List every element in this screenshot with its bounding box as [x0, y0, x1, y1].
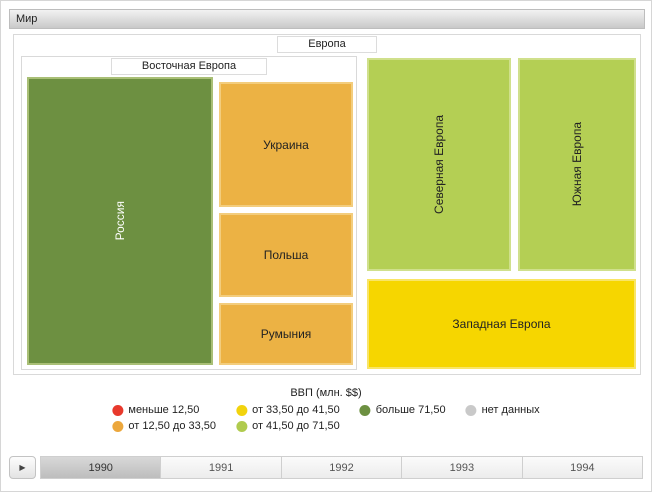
legend-item-label: от 33,50 до 41,50 [252, 404, 340, 416]
tile-romania[interactable]: Румыния [219, 303, 353, 365]
legend-item-label: нет данных [481, 404, 540, 416]
group-europe-label[interactable]: Европа [277, 36, 377, 53]
legend-item-label: от 12,50 до 33,50 [128, 420, 217, 432]
tile-ukraine[interactable]: Украина [219, 82, 353, 207]
play-icon: ▶ [19, 463, 26, 472]
timeline-years: 1990 1991 1992 1993 1994 [40, 456, 644, 479]
group-eastern-label[interactable]: Восточная Европа [110, 58, 268, 75]
legend-item-label: больше 71,50 [375, 404, 446, 416]
legend-dot-lime [236, 420, 248, 432]
legend-item: от 12,50 до 33,50 [112, 420, 216, 432]
timeline-year[interactable]: 1994 [521, 456, 644, 479]
group-europe-header: Европа [14, 36, 640, 53]
tile-northern-europe-label: Северная Европа [432, 115, 446, 214]
legend-item: больше 71,50 [359, 404, 446, 416]
tile-romania-label: Румыния [260, 327, 312, 341]
group-eastern-header: Восточная Европа [22, 58, 356, 75]
legend-title: ВВП (млн. $$) [290, 387, 362, 399]
group-europe[interactable]: Европа Восточная Европа Россия Украина П… [13, 34, 641, 375]
legend-item: меньше 12,50 [112, 404, 216, 416]
legend-item: нет данных [465, 404, 540, 416]
tile-russia-label: Россия [113, 201, 127, 241]
legend-item: от 41,50 до 71,50 [236, 420, 340, 432]
timeline-year[interactable]: 1990 [40, 456, 162, 479]
legend-item: от 33,50 до 41,50 [236, 404, 340, 416]
legend-dot-gray [465, 404, 477, 416]
tile-western-europe[interactable]: Западная Европа [367, 279, 636, 369]
tile-southern-europe-label: Южная Европа [570, 122, 584, 207]
drill-up-bar[interactable]: Мир [9, 9, 645, 29]
drill-up-label: Мир [16, 13, 38, 25]
tile-poland-label: Польша [263, 248, 309, 262]
legend-dot-red [112, 404, 124, 416]
tile-western-europe-label: Западная Европа [452, 317, 551, 331]
timeline: ▶ 1990 1991 1992 1993 1994 [9, 456, 644, 479]
play-button[interactable]: ▶ [9, 456, 36, 479]
timeline-year[interactable]: 1992 [280, 456, 403, 479]
group-eastern-europe[interactable]: Восточная Европа Россия Украина Польша Р… [21, 56, 357, 370]
legend-dot-yellow [236, 404, 248, 416]
tile-russia[interactable]: Россия [27, 77, 213, 365]
tile-northern-europe[interactable]: Северная Европа [367, 58, 511, 271]
legend: меньше 12,50 от 12,50 до 33,50 от 33,50 … [112, 404, 540, 432]
timeline-year[interactable]: 1993 [401, 456, 523, 479]
legend-item-label: от 41,50 до 71,50 [252, 420, 340, 432]
timeline-year[interactable]: 1991 [160, 456, 282, 479]
legend-item-label: меньше 12,50 [128, 404, 200, 416]
legend-dot-green [359, 404, 371, 416]
tile-southern-europe[interactable]: Южная Европа [518, 58, 636, 271]
legend-dot-orange [112, 420, 124, 432]
tile-ukraine-label: Украина [263, 137, 309, 152]
tile-poland[interactable]: Польша [219, 213, 353, 297]
